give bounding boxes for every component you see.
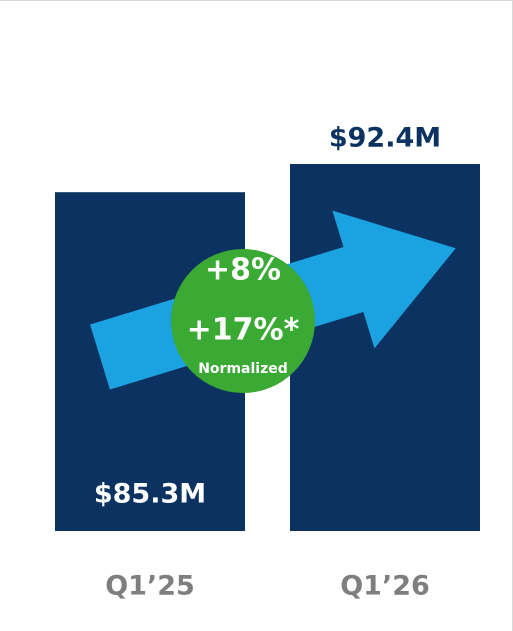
value-label: $92.4M — [329, 123, 441, 154]
value-label: $85.3M — [94, 479, 206, 510]
category-label: Q1’25 — [105, 571, 195, 602]
growth-normalized: +17%* — [187, 313, 300, 348]
bar — [290, 164, 480, 531]
growth-reported: +8% — [205, 253, 281, 288]
growth-badge — [171, 249, 315, 393]
normalized-label: Normalized — [198, 361, 288, 377]
category-label: Q1’26 — [340, 571, 430, 602]
